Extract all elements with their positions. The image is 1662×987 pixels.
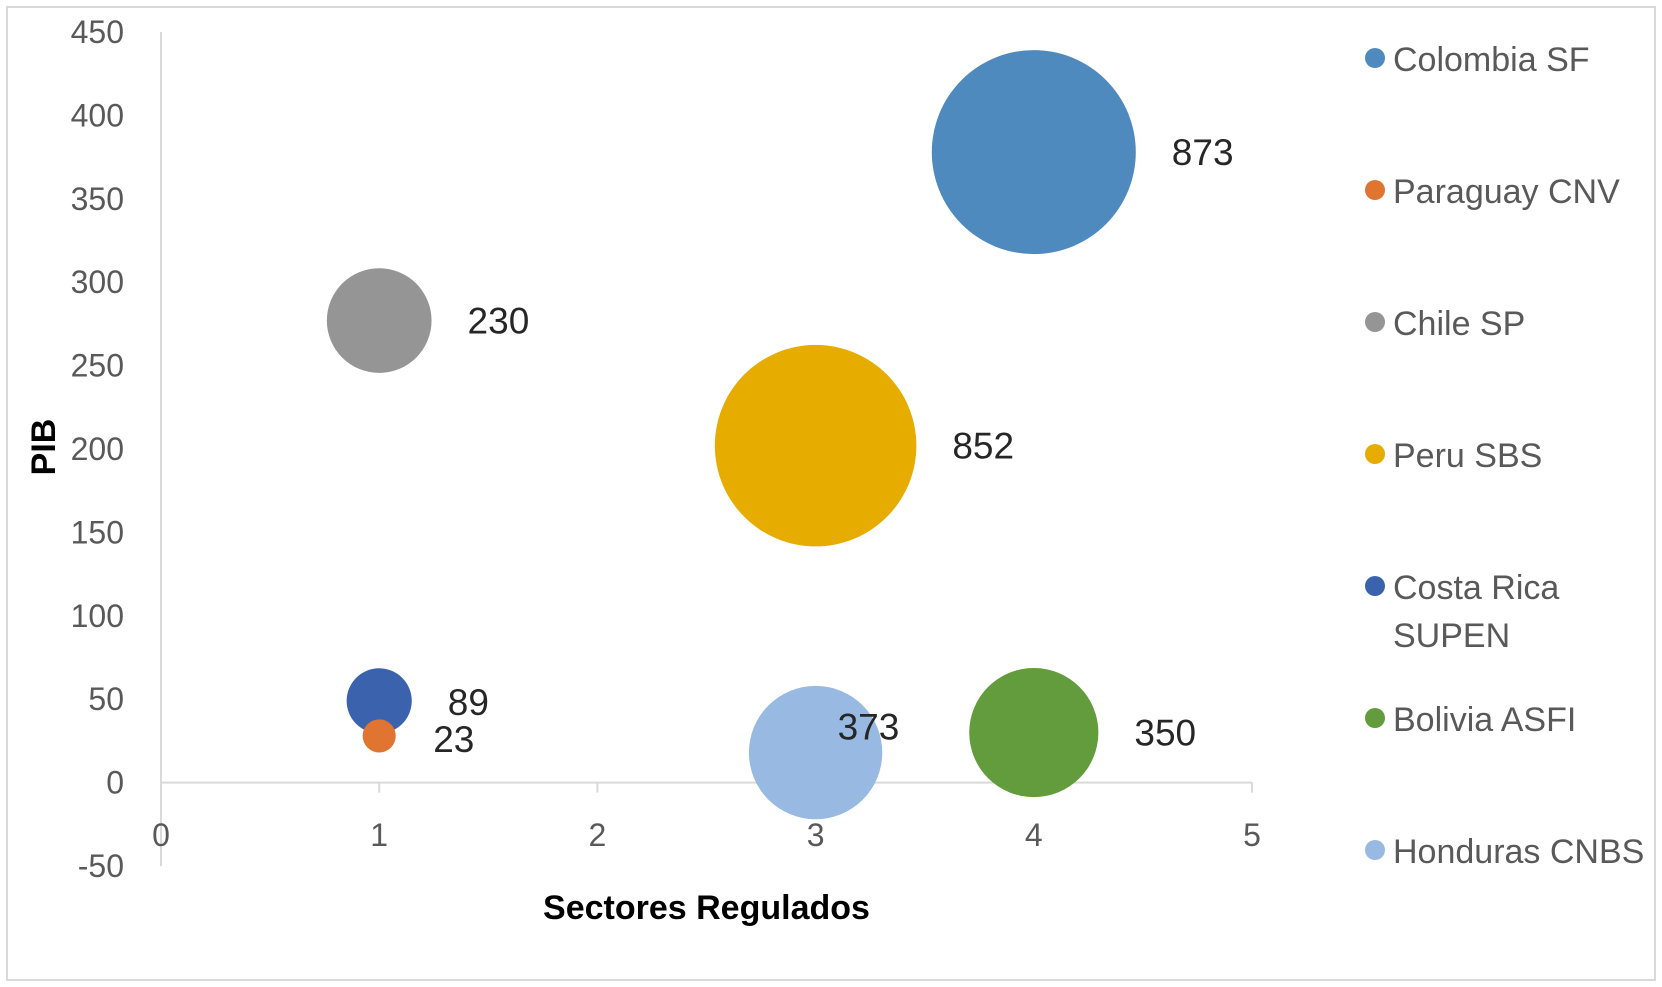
y-tick-label: 400: [71, 97, 124, 133]
x-tick-label: 0: [152, 817, 170, 853]
legend-label: Chile SP: [1393, 305, 1526, 343]
legend-label: Bolivia ASFI: [1393, 701, 1577, 739]
y-tick-label: 450: [71, 14, 124, 50]
bubble: [931, 50, 1136, 255]
legend-marker-icon: [1365, 48, 1385, 68]
bubble: [969, 667, 1099, 798]
x-tick-label: 1: [370, 817, 388, 853]
legend-item: Honduras CNBS: [1365, 828, 1653, 876]
legend-item: Colombia SF: [1365, 36, 1653, 84]
legend: Colombia SF Paraguay CNV Chile SP Peru SBS C…: [1365, 36, 1662, 986]
legend-item: Bolivia ASFI: [1365, 696, 1653, 744]
y-axis: -50 0 50 100 150 200 250 300 350 400 450: [71, 14, 162, 884]
bubble-data-label: 230: [468, 301, 530, 342]
legend-item: Paraguay CNV: [1365, 168, 1653, 216]
legend-marker-icon: [1365, 840, 1385, 860]
y-tick-label: -50: [78, 848, 124, 884]
x-axis-title: Sectores Regulados: [543, 889, 870, 927]
legend-item: Peru SBS: [1365, 432, 1653, 480]
bubble-data-label: 23: [433, 719, 474, 760]
legend-marker-icon: [1365, 444, 1385, 464]
bubble: [346, 668, 412, 734]
bubble-data-label: 373: [838, 707, 900, 748]
legend-marker-icon: [1365, 708, 1385, 728]
y-tick-label: 350: [71, 181, 124, 217]
legend-marker-icon: [1365, 312, 1385, 332]
legend-label: Peru SBS: [1393, 437, 1543, 475]
x-tick-label: 2: [589, 817, 607, 853]
bubble: [714, 344, 917, 547]
bubble: [326, 268, 432, 373]
data-labels: 873 23 230 852 89 350 373: [433, 132, 1233, 760]
legend-item: Chile SP: [1365, 300, 1653, 348]
y-axis-title: PIB: [25, 419, 63, 476]
legend-label: Honduras CNBS: [1393, 833, 1645, 871]
legend-label: Colombia SF: [1393, 41, 1590, 79]
bubble: [748, 685, 883, 820]
x-tick-label: 3: [807, 817, 825, 853]
legend-item: Costa Rica SUPEN: [1365, 564, 1653, 660]
y-tick-label: 150: [71, 514, 124, 550]
y-tick-label: 0: [106, 765, 124, 801]
y-tick-label: 300: [71, 264, 124, 300]
x-tick-label: 4: [1025, 817, 1043, 853]
legend-label: Paraguay CNV: [1393, 173, 1620, 211]
bubble-data-label: 350: [1134, 713, 1196, 754]
y-tick-label: 250: [71, 348, 124, 384]
bubbles: [326, 50, 1136, 820]
y-tick-label: 200: [71, 431, 124, 467]
legend-marker-icon: [1365, 180, 1385, 200]
y-tick-label: 50: [88, 681, 124, 717]
legend-label: Costa Rica SUPEN: [1393, 569, 1560, 655]
bubble-data-label: 852: [952, 426, 1014, 467]
legend-marker-icon: [1365, 576, 1385, 596]
x-axis: 0 1 2 3 4 5: [152, 781, 1261, 853]
x-tick-label: 5: [1243, 817, 1261, 853]
y-tick-label: 100: [71, 598, 124, 634]
bubble-data-label: 873: [1172, 132, 1234, 173]
bubble-data-label: 89: [448, 682, 489, 723]
bubble: [362, 719, 396, 753]
